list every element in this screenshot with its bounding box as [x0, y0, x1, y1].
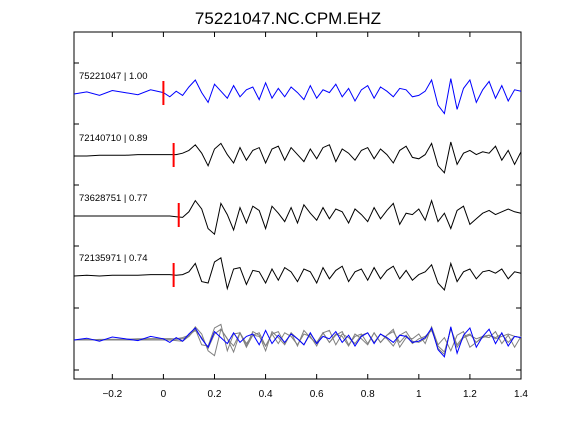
trace-label: 72135971 | 0.74	[79, 253, 148, 264]
x-tick-label: 0	[161, 389, 167, 400]
x-tick-label: 0.6	[310, 389, 324, 400]
trace-label: 73628751 | 0.77	[79, 193, 148, 204]
trace-line	[74, 198, 522, 236]
x-tick-label: 0.4	[259, 389, 273, 400]
stack-trace-gray	[74, 325, 522, 357]
stack-trace-reference	[73, 326, 522, 358]
plot-frame	[73, 31, 522, 380]
stack-overlay	[73, 323, 522, 358]
y-tick-marks	[74, 62, 521, 371]
trace-label: 72140710 | 0.89	[79, 133, 148, 144]
x-tick-label: 0.2	[208, 389, 222, 400]
trace-line	[73, 78, 522, 115]
chart-title: 75221047.NC.CPM.EHZ	[195, 9, 381, 28]
x-tick-label: 1	[416, 389, 422, 400]
x-tick-label: 1.2	[463, 389, 477, 400]
trace-label: 75221047 | 1.00	[79, 71, 148, 82]
x-tick-label: −0.2	[102, 389, 122, 400]
x-tick-label: 0.8	[361, 389, 375, 400]
x-tick-label: 1.4	[514, 389, 528, 400]
x-axis: −0.2 0 0.2 0.4 0.6 0.8 1 1.2 1.4	[102, 32, 528, 400]
trace-line	[74, 141, 522, 174]
trace-group: 75221047 | 1.00 72140710 | 0.89 73628751 |…	[73, 71, 522, 292]
trace-line	[73, 256, 522, 292]
